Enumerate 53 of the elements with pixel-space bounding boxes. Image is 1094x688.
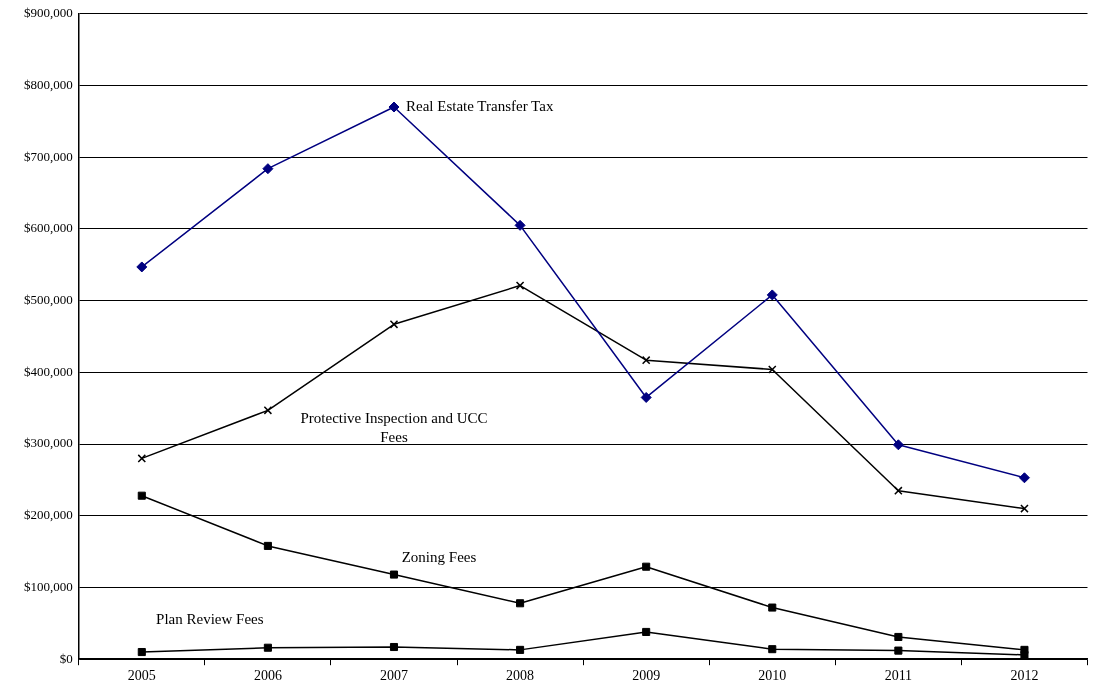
point <box>262 163 274 175</box>
y-tick-label: $100,000 <box>24 578 73 594</box>
point <box>516 645 525 654</box>
x-tick-label: 2007 <box>379 668 408 684</box>
x-tick-label: 2012 <box>1010 668 1039 684</box>
point <box>894 632 903 642</box>
point <box>1020 645 1029 654</box>
point <box>642 562 651 571</box>
y-tick-label: $400,000 <box>24 363 73 379</box>
x-tick-label: 2005 <box>127 668 156 684</box>
point <box>768 645 777 654</box>
x-tick-label: 2011 <box>884 668 913 684</box>
point <box>641 355 651 365</box>
x-tick-label: 2009 <box>632 668 661 684</box>
point <box>263 541 272 550</box>
point <box>136 261 148 273</box>
y-tick-label: $800,000 <box>24 76 73 92</box>
point <box>894 486 903 495</box>
series-label: Real Estate Transfer Tax <box>405 97 554 114</box>
y-tick-label: $500,000 <box>24 292 73 308</box>
x-tick-label: 2008 <box>506 668 535 684</box>
y-tick-label: $300,000 <box>24 435 73 451</box>
y-tick-label: $700,000 <box>24 148 73 164</box>
series-label: Protective Inspection and UCC Fees <box>300 410 488 446</box>
y-tick-label: $0 <box>59 650 73 666</box>
point <box>894 646 903 655</box>
point <box>892 439 904 451</box>
point <box>263 406 273 415</box>
point <box>389 570 399 579</box>
x-tick-label: 2006 <box>253 668 282 684</box>
point <box>1020 504 1029 513</box>
point <box>767 365 777 374</box>
point <box>766 289 778 301</box>
point <box>1018 472 1030 484</box>
point <box>137 491 146 500</box>
point <box>640 391 652 403</box>
point <box>263 643 272 652</box>
series-label: Plan Review Fees <box>156 610 264 627</box>
point <box>137 647 146 657</box>
series-label: Zoning Fees <box>401 548 477 565</box>
y-tick-label: $900,000 <box>24 5 73 21</box>
point <box>389 642 399 652</box>
y-tick-label: $600,000 <box>24 220 73 236</box>
x-tick-label: 2010 <box>758 668 787 684</box>
point <box>389 320 399 329</box>
point <box>514 219 526 231</box>
point <box>137 454 147 463</box>
y-tick-label: $200,000 <box>24 507 73 523</box>
point <box>642 627 651 636</box>
point <box>515 281 525 290</box>
point <box>768 603 777 612</box>
point <box>516 599 525 608</box>
point <box>388 101 400 113</box>
